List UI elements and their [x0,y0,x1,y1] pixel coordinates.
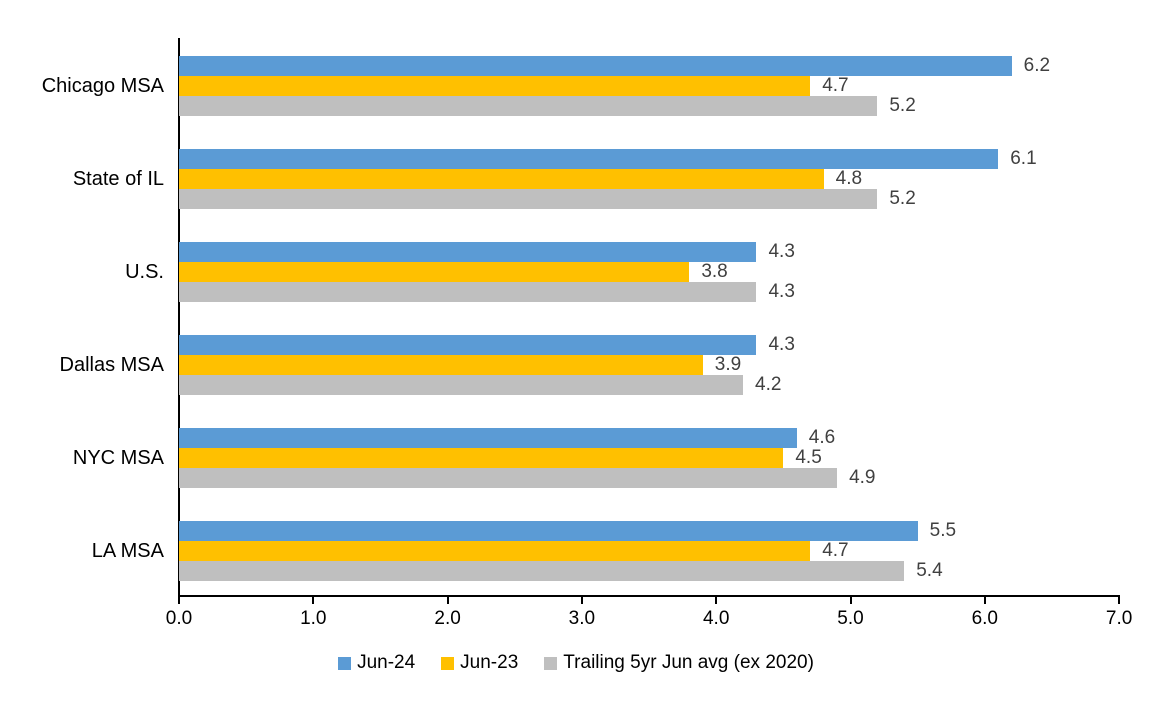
bar-value-label: 5.5 [929,520,957,541]
legend-label: Jun-24 [357,652,416,673]
bar-value-label: 3.8 [701,261,728,282]
bar-value-label: 5.4 [916,560,943,581]
bar-jun-24 [179,149,999,169]
legend-item: Trailing 5yr Jun avg (ex 2020) [544,652,814,674]
bar-value-label: 5.2 [889,95,916,116]
bar-jun-24 [179,521,918,541]
legend-item: Jun-24 [338,652,415,674]
x-axis-tick [715,595,718,604]
category-label: LA MSA [91,540,164,562]
legend-label: Trailing 5yr Jun avg (ex 2020) [563,652,814,673]
category-label: Dallas MSA [59,354,164,376]
bar-value-label: 4.2 [755,374,782,395]
bar-value-label: 4.6 [808,427,836,448]
x-axis-tick-label: 3.0 [568,608,596,629]
bar-jun-23 [179,76,811,96]
bar-value-label: 4.8 [835,168,863,189]
x-axis-tick-label: 0.0 [165,608,193,629]
bar-value-label: 4.3 [768,281,795,302]
bar-jun-24 [179,335,757,355]
bar-jun-23 [179,262,690,282]
x-axis-tick-label: 2.0 [434,608,461,629]
category-label: Chicago MSA [41,75,164,97]
x-axis-tick-label: 1.0 [300,608,327,629]
legend-label: Jun-23 [460,652,519,673]
bar-jun-24 [179,56,1012,76]
bar-trailing-5yr-jun-avg-ex-2020- [179,375,744,395]
legend-swatch-icon [544,656,558,670]
x-axis-tick [983,595,986,604]
x-axis-tick-label: 4.0 [702,608,730,629]
bar-trailing-5yr-jun-avg-ex-2020- [179,282,757,302]
x-axis-tick [1118,595,1121,604]
x-axis-tick [178,595,180,604]
bar-value-label: 6.2 [1023,55,1051,76]
x-axis-tick [849,595,852,604]
bar-value-label: 3.9 [714,354,742,375]
bar-value-label: 4.5 [795,447,822,468]
bar-value-label: 4.3 [768,334,795,355]
bar-value-label: 4.3 [768,241,795,262]
category-label: State of IL [72,168,164,190]
category-label: NYC MSA [72,447,164,469]
x-axis-tick-label: 7.0 [1105,608,1133,629]
legend-item: Jun-23 [441,652,518,674]
legend: Jun-24 Jun-23 Trailing 5yr Jun avg (ex 202… [0,650,1152,676]
x-axis-tick [580,595,583,604]
bar-trailing-5yr-jun-avg-ex-2020- [179,189,878,209]
bar-value-label: 4.9 [849,467,876,488]
bar-trailing-5yr-jun-avg-ex-2020- [179,468,838,488]
bar-value-label: 4.7 [822,75,849,96]
bar-trailing-5yr-jun-avg-ex-2020- [179,96,878,116]
legend-swatch-icon [441,656,455,670]
bar-jun-23 [179,169,824,189]
x-axis-line [178,595,1119,597]
bar-value-label: 4.7 [822,540,849,561]
bar-jun-23 [179,541,811,561]
y-axis-line [178,38,180,597]
bar-jun-24 [179,428,797,448]
bar-jun-23 [179,448,784,468]
bar-jun-23 [179,355,703,375]
legend-swatch-icon [338,656,352,670]
bar-value-label: 5.2 [889,188,916,209]
bar-trailing-5yr-jun-avg-ex-2020- [179,561,905,581]
x-axis-tick-label: 5.0 [837,608,864,629]
x-axis-tick [312,595,315,604]
category-label: U.S. [125,261,164,283]
bar-value-label: 6.1 [1010,148,1037,169]
bar-jun-24 [179,242,757,262]
x-axis-tick-label: 6.0 [971,608,998,629]
x-axis-tick [446,595,449,604]
